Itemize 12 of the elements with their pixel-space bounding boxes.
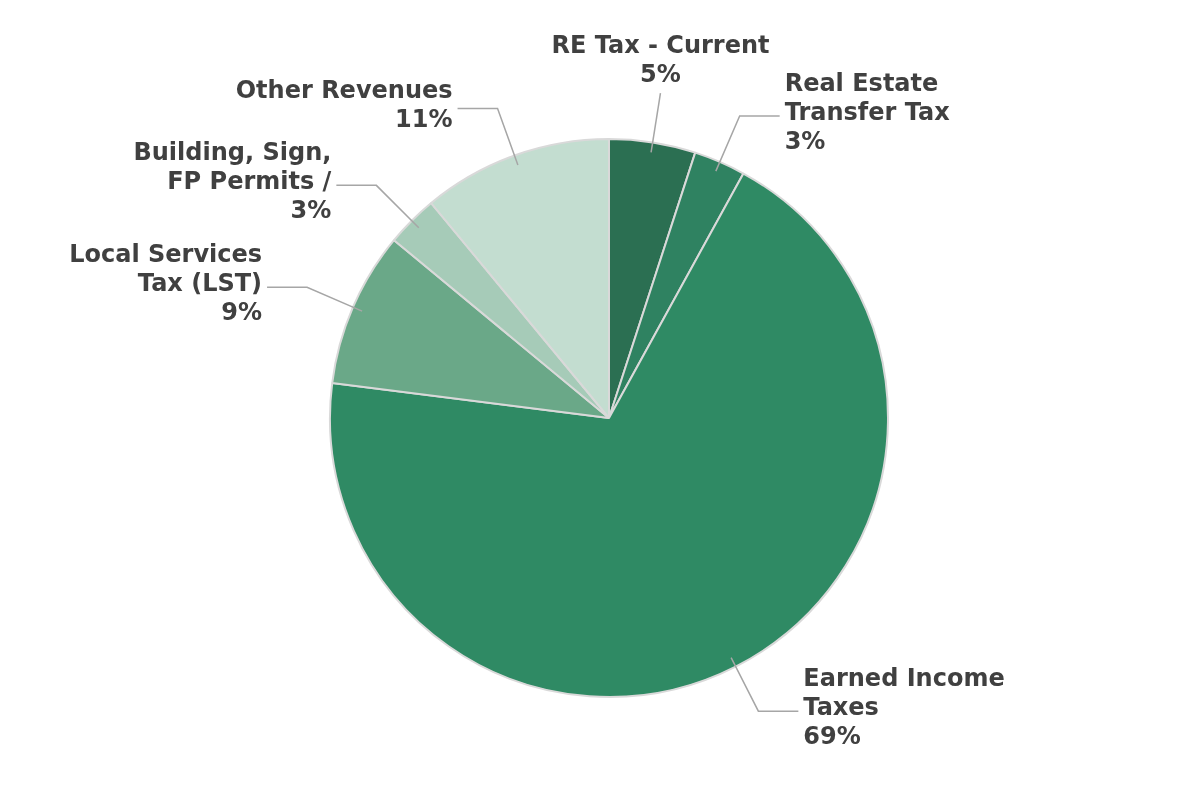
data-label: 3%	[784, 126, 826, 155]
slice-label: Earned Income Taxes	[803, 663, 1005, 721]
slice-label: RE Tax - Current	[551, 31, 770, 60]
slice-label: Real Estate Transfer Tax	[784, 68, 951, 126]
slice-label: Building, Sign, FP Permits /	[133, 138, 332, 196]
data-label: 11%	[395, 104, 453, 133]
slice-label: Local Services Tax (LST)	[69, 240, 263, 298]
data-label: 5%	[640, 60, 681, 89]
data-label: 3%	[290, 196, 332, 225]
slice-label: Other Revenues	[235, 75, 453, 104]
data-label: 9%	[221, 298, 263, 327]
data-label: 69%	[803, 721, 861, 750]
